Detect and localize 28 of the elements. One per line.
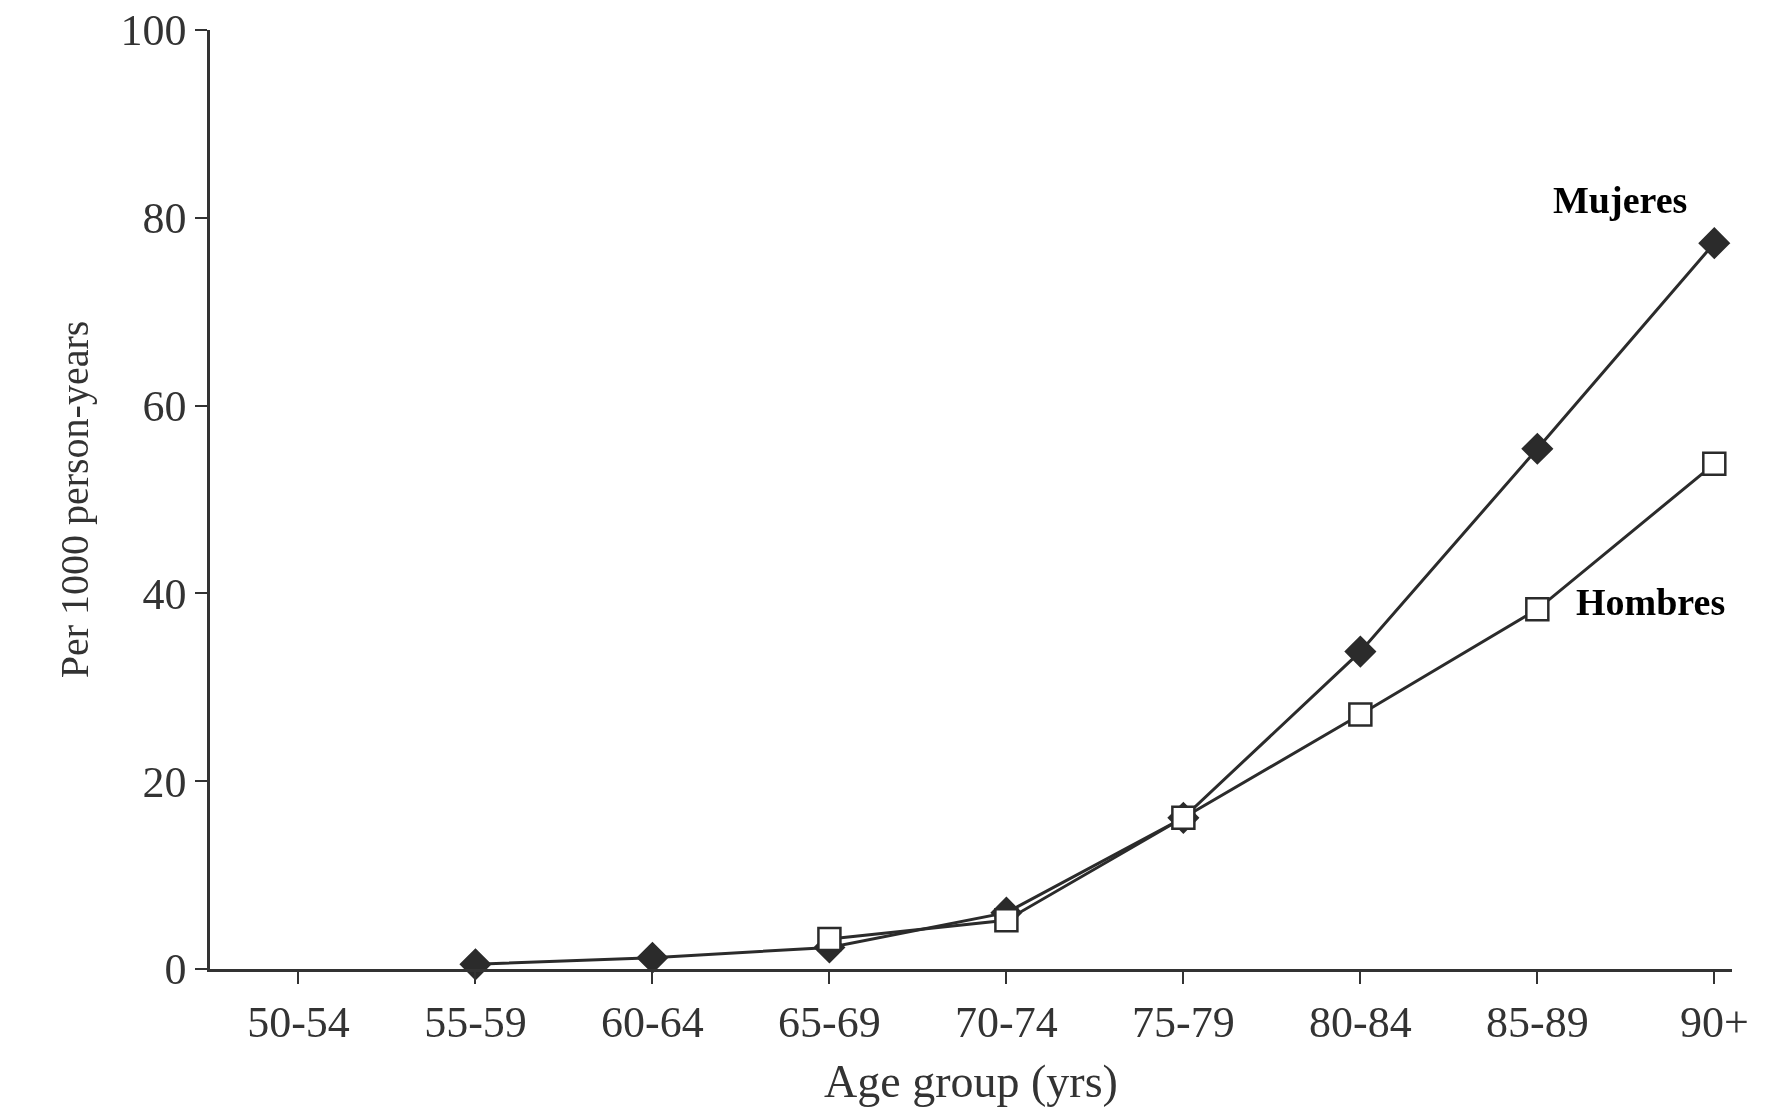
x-tick-label: 50-54 (247, 997, 350, 1047)
x-tick-label: 70-74 (955, 997, 1058, 1047)
y-tick-label: 60 (142, 382, 187, 431)
series-label: Mujeres (1553, 179, 1688, 221)
y-tick-label: 80 (142, 194, 187, 244)
x-tick-label: 65-69 (778, 997, 881, 1047)
x-axis-title: Age group (yrs) (824, 1056, 1118, 1108)
point (1702, 451, 1727, 477)
point (1348, 702, 1373, 727)
y-tick-label: 20 (142, 757, 187, 807)
x-tick-label: 55-59 (424, 997, 527, 1047)
point (1698, 227, 1730, 259)
y-tick-label: 100 (120, 6, 187, 56)
series-label: Hombres (1576, 581, 1726, 623)
x-tick-label: 80-84 (1309, 997, 1412, 1047)
point (1521, 433, 1553, 465)
y-axis-title: Per 1000 person-years (51, 320, 97, 679)
x-tick-label: 75-79 (1132, 997, 1235, 1047)
point (636, 942, 668, 974)
point (1525, 597, 1550, 622)
y-tick-label: 40 (142, 569, 187, 619)
y-tick-label: 0 (164, 945, 187, 995)
x-tick-label: 60-64 (601, 997, 704, 1047)
point (817, 926, 842, 952)
point (994, 907, 1019, 933)
x-tick-label: 85-89 (1486, 997, 1589, 1047)
point (1344, 636, 1376, 668)
x-tick-label: 90+ (1679, 997, 1749, 1047)
